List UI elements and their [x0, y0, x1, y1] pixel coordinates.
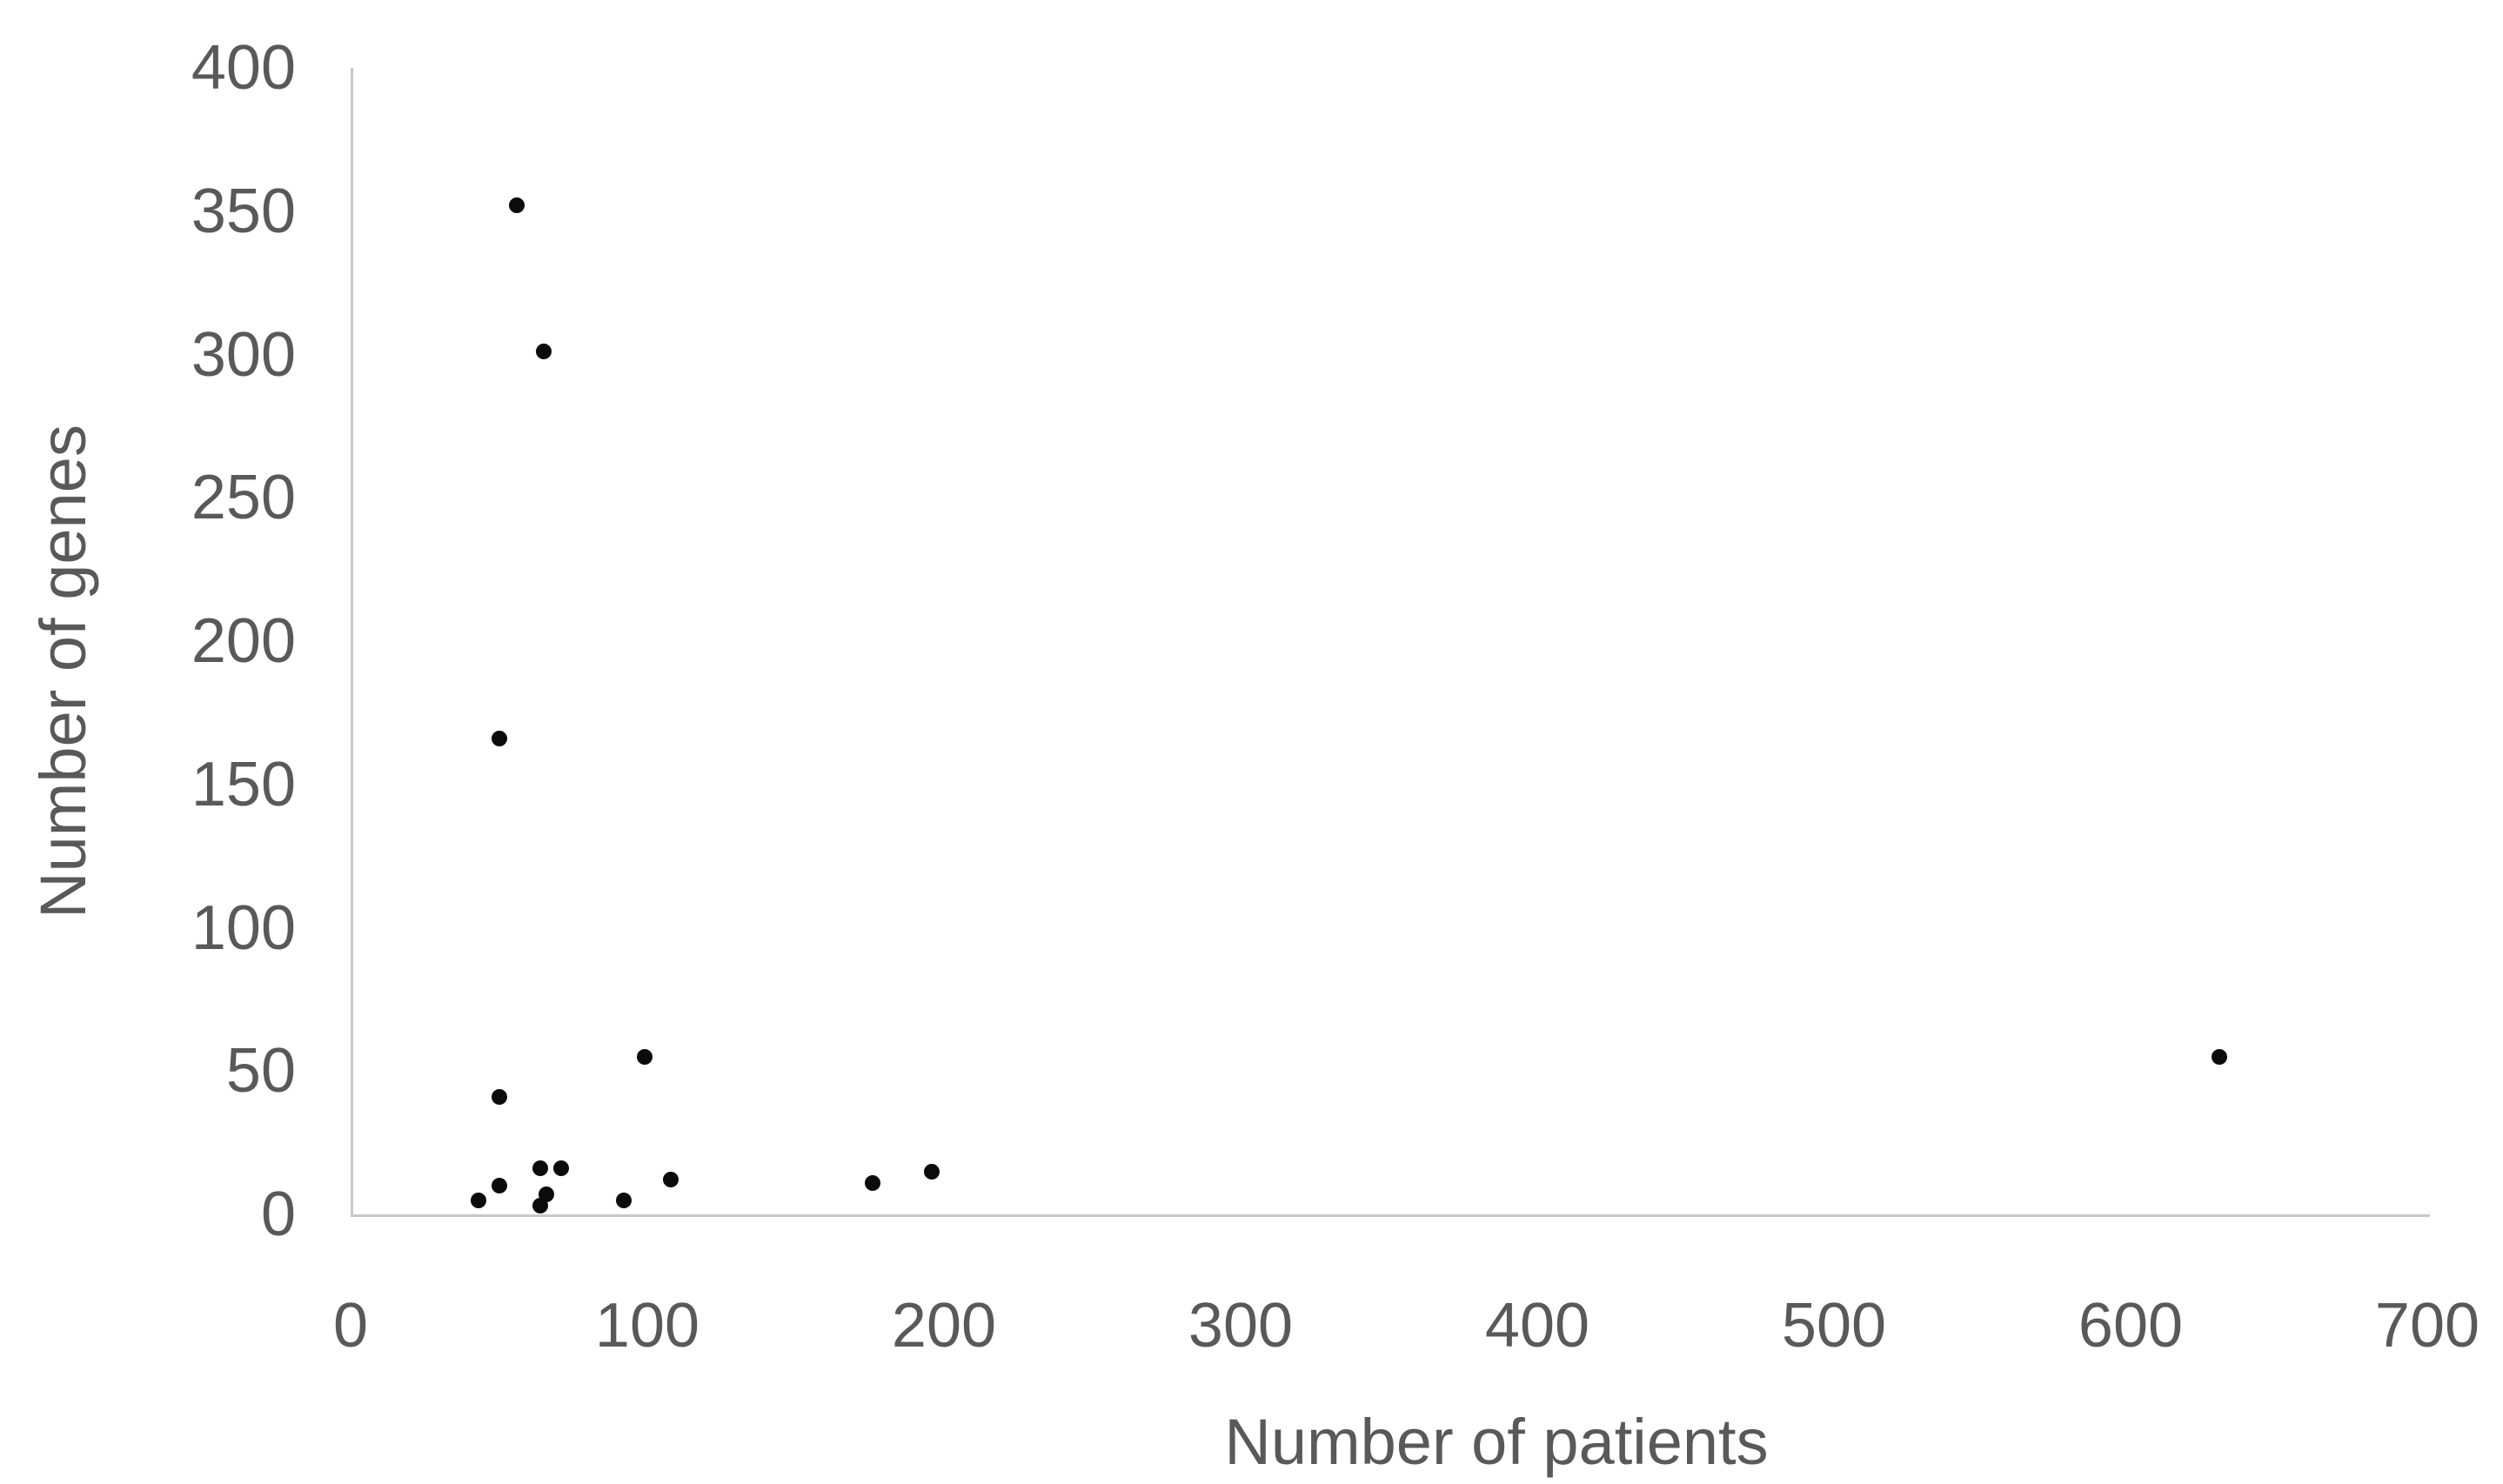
x-tick-label: 0: [332, 1291, 369, 1360]
y-tick-label: 0: [260, 1180, 296, 1249]
y-tick-label: 350: [191, 176, 296, 246]
data-point: [491, 1088, 507, 1105]
y-tick-label: 50: [225, 1036, 296, 1106]
data-point: [491, 731, 507, 747]
y-tick-label: 200: [191, 606, 296, 676]
data-point: [508, 197, 525, 214]
data-point: [535, 344, 552, 360]
x-tick-label: 100: [594, 1291, 700, 1360]
x-tick-label: 300: [1188, 1291, 1294, 1360]
y-tick-label: 300: [191, 319, 296, 390]
data-point: [532, 1160, 549, 1177]
x-tick-label: 500: [1781, 1291, 1887, 1360]
y-tick-label: 250: [191, 463, 296, 533]
y-tick-label: 100: [191, 892, 296, 963]
data-point: [2212, 1048, 2228, 1065]
x-tick-label: 200: [891, 1291, 997, 1360]
data-point: [553, 1160, 570, 1177]
x-tick-label: 600: [2078, 1291, 2184, 1360]
data-point: [539, 1186, 555, 1202]
x-tick-label: 700: [2374, 1291, 2480, 1360]
y-tick-label: 400: [191, 33, 296, 103]
data-point: [470, 1192, 486, 1208]
y-axis-line: [351, 68, 353, 1217]
data-point: [924, 1163, 940, 1180]
data-point: [636, 1048, 653, 1065]
data-point: [615, 1192, 632, 1208]
x-axis-line: [351, 1214, 2430, 1217]
x-axis-title: Number of patients: [1224, 1406, 1769, 1478]
y-tick-label: 150: [191, 749, 296, 819]
data-point: [865, 1174, 881, 1191]
data-point: [491, 1178, 507, 1194]
x-tick-label: 400: [1484, 1291, 1590, 1360]
data-point: [663, 1172, 679, 1188]
